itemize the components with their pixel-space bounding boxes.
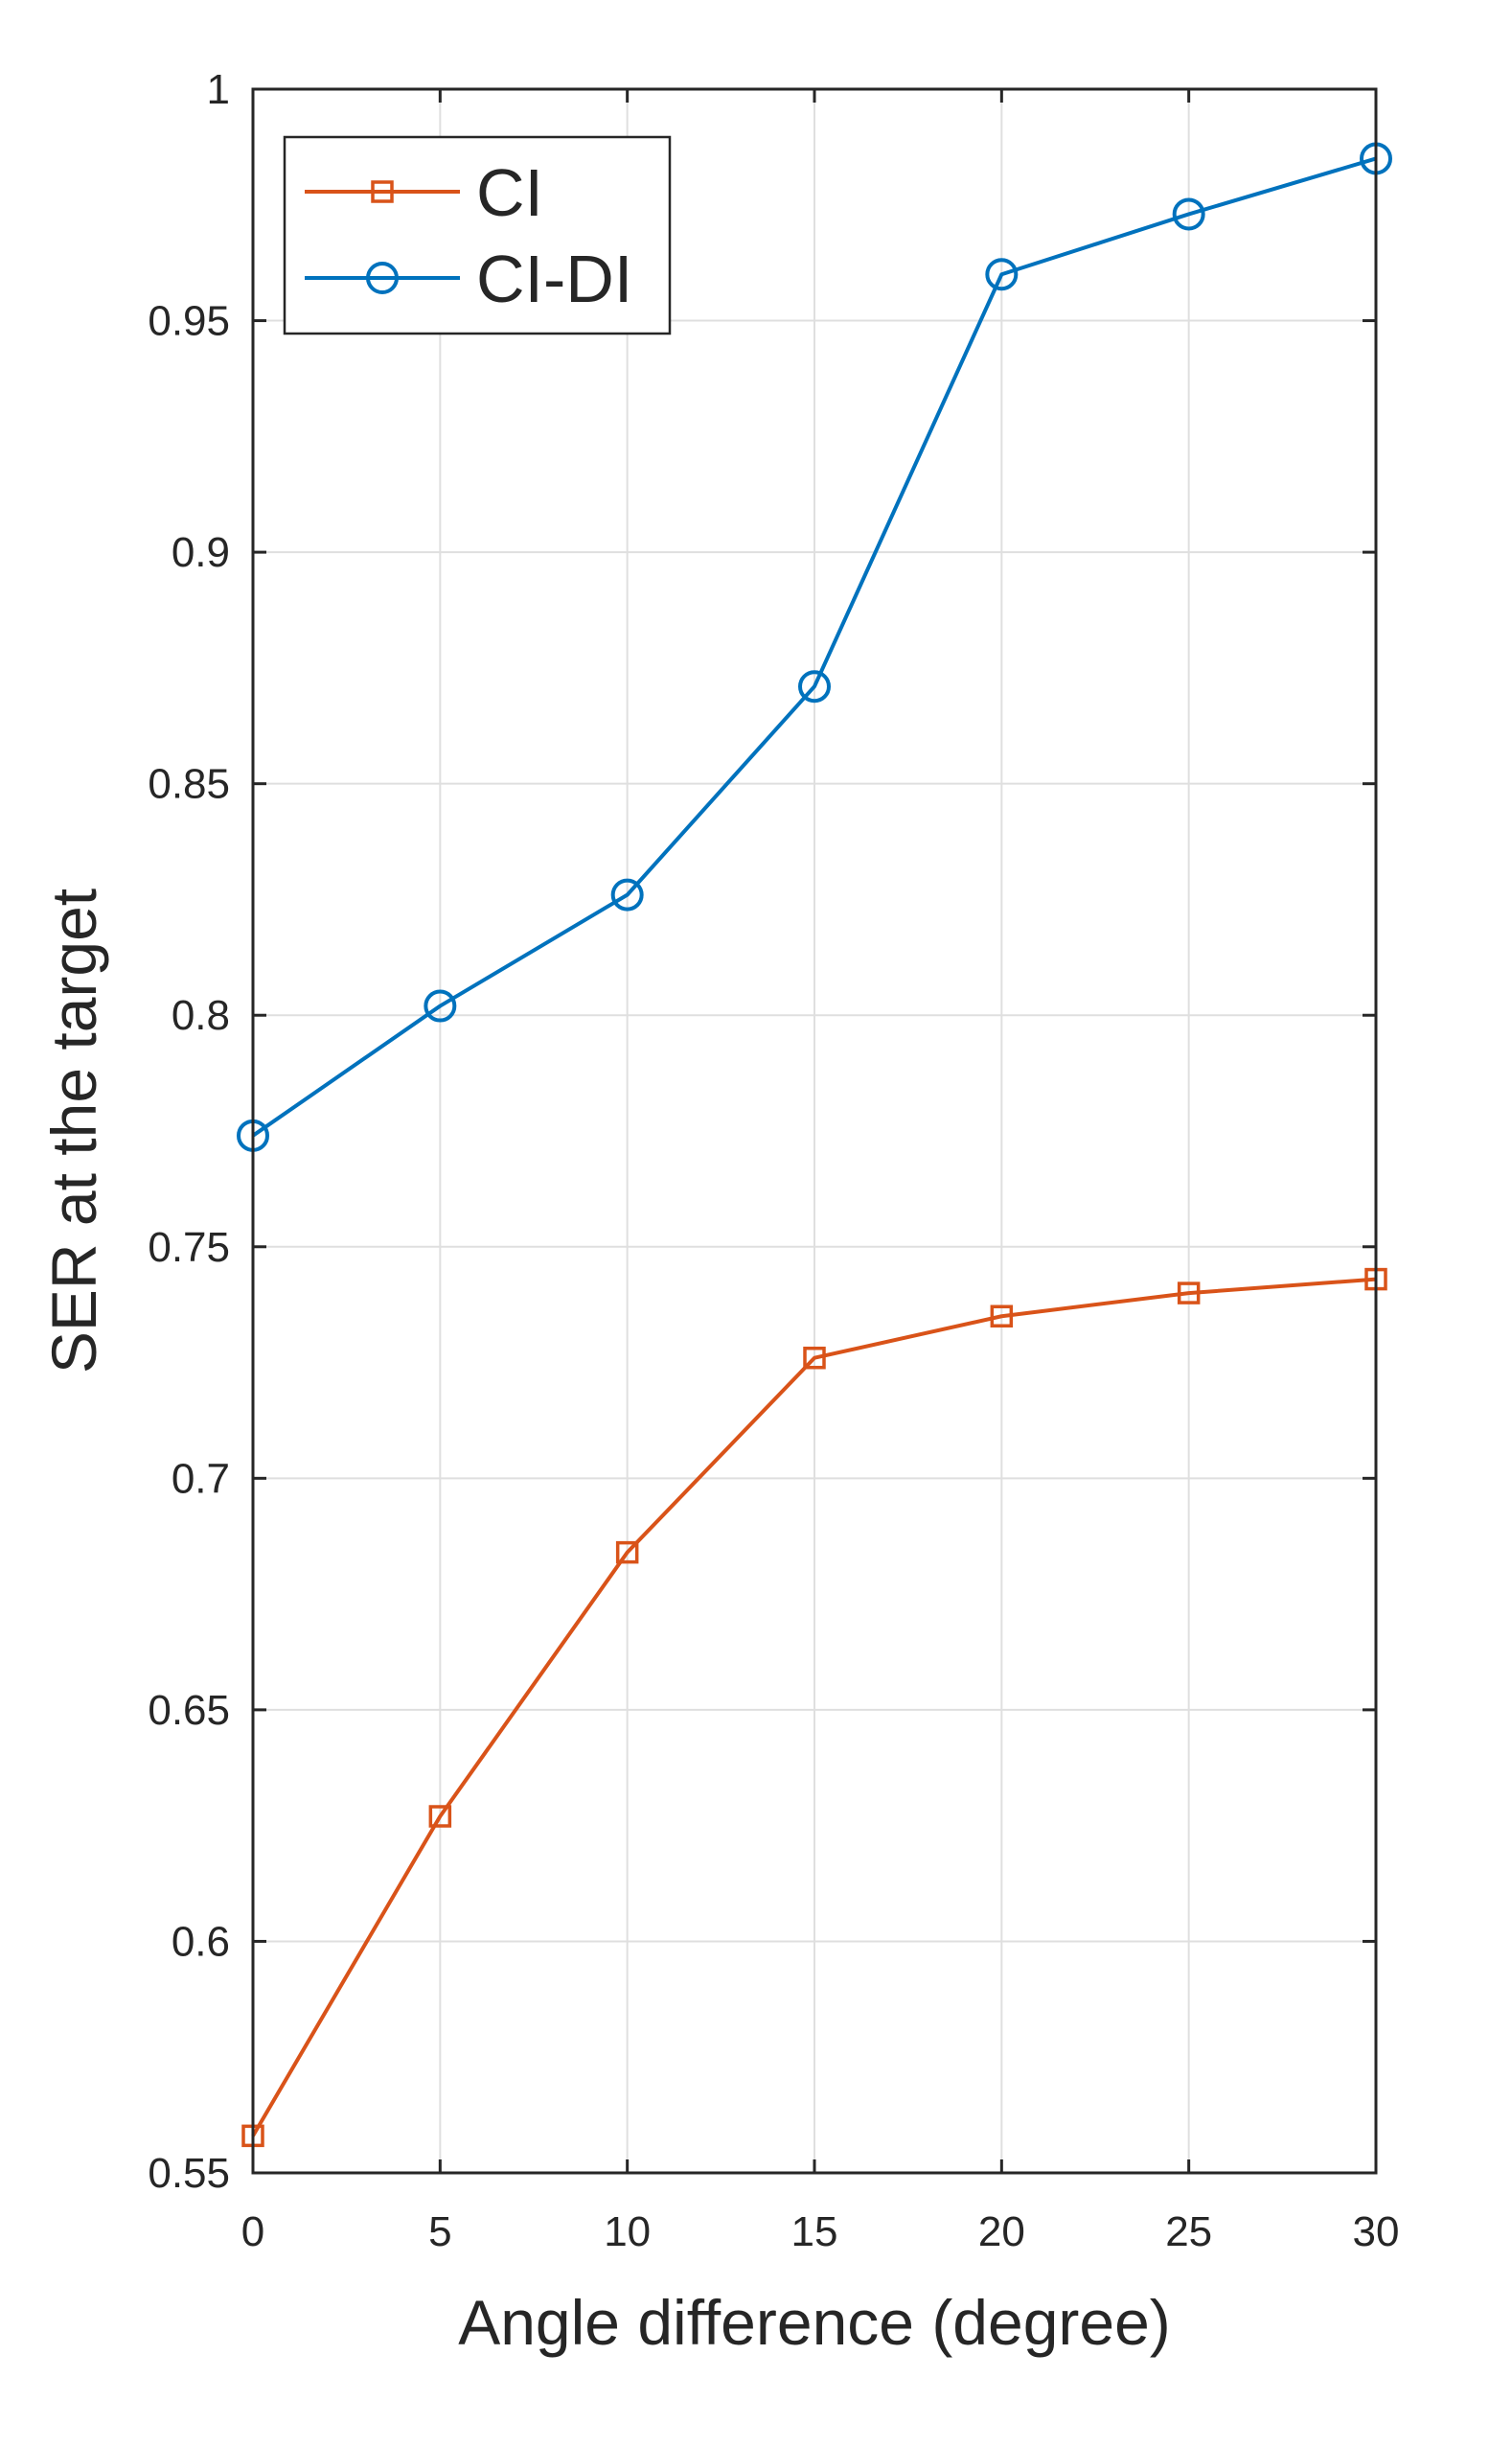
legend-box <box>283 135 672 335</box>
x-tick-label: 5 <box>428 2208 451 2255</box>
y-tick-label: 0.6 <box>172 1918 230 1965</box>
series-line-ci-di <box>251 156 1377 1138</box>
x-tick-label: 0 <box>241 2208 264 2255</box>
y-axis-label: SER at the target <box>38 889 109 1374</box>
data-point-ci <box>1177 1281 1201 1304</box>
legend-label-ci-di: CI-DI <box>476 242 632 316</box>
data-point-ci-di <box>985 258 1019 291</box>
x-tick-label: 10 <box>604 2208 651 2255</box>
series-line-ci <box>251 1277 1377 2137</box>
data-point-ci <box>428 1805 452 1828</box>
data-point-ci-di <box>610 878 644 912</box>
data-point-ci <box>990 1304 1014 1327</box>
data-point-ci-di <box>798 670 831 704</box>
y-tick-label: 0.7 <box>172 1455 230 1502</box>
series-ci-di <box>237 142 1392 1152</box>
data-point-ci <box>803 1346 826 1370</box>
y-tick-label: 0.75 <box>148 1224 230 1271</box>
legend: CI CI-DI <box>283 135 672 335</box>
series-group <box>237 142 1392 2148</box>
y-tick-label: 0.55 <box>148 2150 230 2197</box>
legend-marker-ci <box>371 180 394 203</box>
legend-label-ci: CI <box>476 155 543 230</box>
x-tick-label: 20 <box>978 2208 1025 2255</box>
x-tick-label: 15 <box>791 2208 838 2255</box>
x-tick-label: 30 <box>1353 2208 1400 2255</box>
y-tick-label: 0.95 <box>148 298 230 345</box>
data-point-ci-di <box>1172 197 1205 231</box>
x-axis-label: Angle difference (degree) <box>458 2287 1171 2358</box>
ticks: 0 5 10 15 20 25 30 0.55 0.6 0.65 0.7 0.75 0.8 0.85 0.9… <box>148 66 1399 2255</box>
y-tick-label: 0.8 <box>172 992 230 1039</box>
legend-marker-ci-di <box>366 262 399 294</box>
x-tick-label: 25 <box>1165 2208 1212 2255</box>
y-tick-label: 0.9 <box>172 529 230 576</box>
y-tick-label: 0.65 <box>148 1687 230 1734</box>
y-tick-label: 1 <box>207 66 230 113</box>
data-point-ci <box>615 1540 639 1564</box>
legend-entries: CI CI-DI <box>305 155 632 316</box>
data-point-ci-di <box>424 989 457 1023</box>
grid <box>253 89 1376 2173</box>
y-tick-label: 0.85 <box>148 761 230 808</box>
